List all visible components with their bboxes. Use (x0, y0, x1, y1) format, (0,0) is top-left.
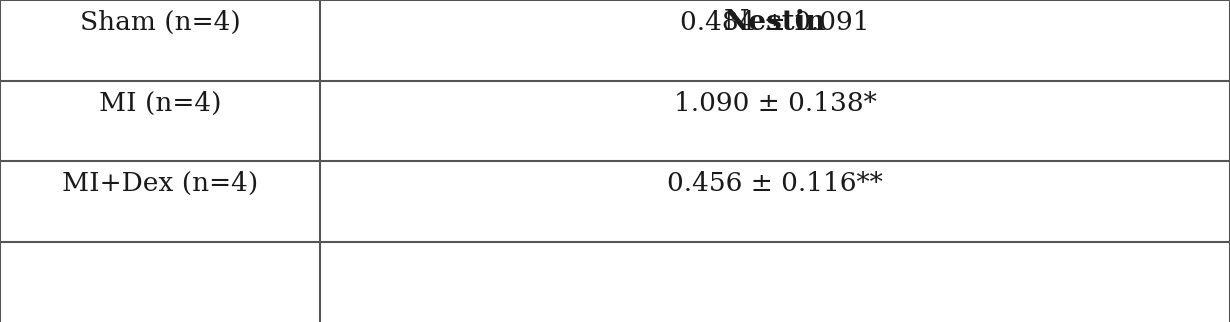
Text: Nestin: Nestin (723, 9, 827, 36)
Text: Sham (n=4): Sham (n=4) (80, 10, 240, 35)
Text: MI (n=4): MI (n=4) (98, 90, 221, 116)
Text: 0.484 ± 0.091: 0.484 ± 0.091 (680, 10, 870, 35)
Text: 1.090 ± 0.138*: 1.090 ± 0.138* (674, 90, 876, 116)
Text: 0.456 ± 0.116**: 0.456 ± 0.116** (667, 171, 883, 196)
Text: MI+Dex (n=4): MI+Dex (n=4) (62, 171, 258, 196)
